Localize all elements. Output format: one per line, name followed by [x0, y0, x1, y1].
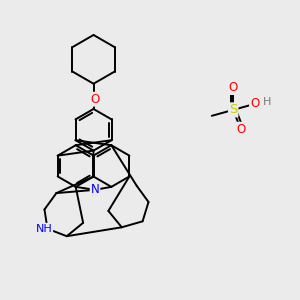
Text: O: O	[229, 81, 238, 94]
Text: NH: NH	[35, 224, 52, 234]
Text: N: N	[91, 183, 99, 196]
Text: O: O	[250, 98, 259, 110]
Text: O: O	[90, 93, 100, 106]
Text: S: S	[229, 103, 237, 116]
Text: H: H	[263, 98, 271, 107]
Text: O: O	[236, 123, 245, 136]
